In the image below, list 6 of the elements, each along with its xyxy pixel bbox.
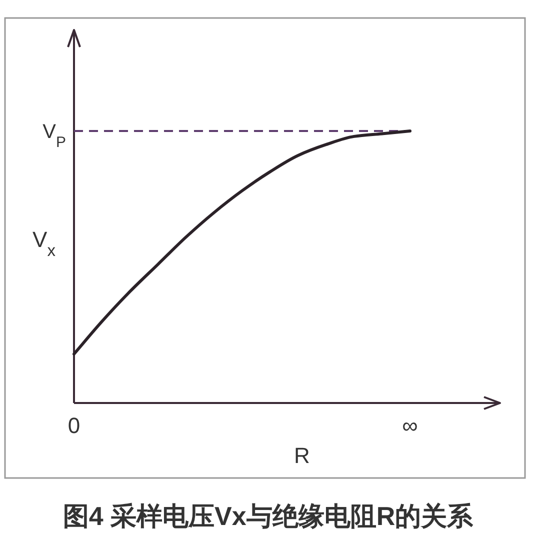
text: 图4 采样电压Vx与绝缘电阻R的关系 <box>62 501 474 531</box>
y-axis-title: V$_{x}$ <box>32 227 56 260</box>
ref-line-label: V$_{P}$ <box>42 121 66 150</box>
x-tick-label: 0 <box>68 413 80 438</box>
x-tick-label: ∞ <box>402 413 418 438</box>
x-axis-title: R <box>294 443 310 468</box>
